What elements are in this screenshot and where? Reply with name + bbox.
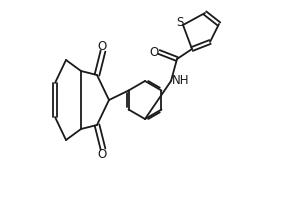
Text: O: O [98, 40, 106, 52]
Text: S: S [176, 17, 184, 29]
Text: NH: NH [172, 74, 190, 88]
Text: O: O [98, 148, 106, 160]
Text: O: O [149, 46, 159, 58]
